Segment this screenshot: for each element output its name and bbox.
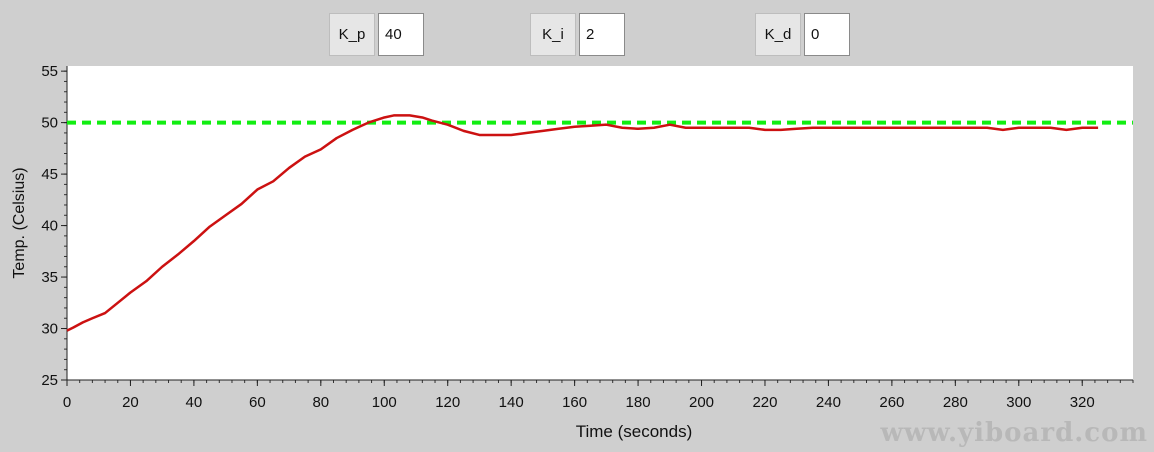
x-tick-label: 160 [562, 394, 587, 411]
y-tick-label: 35 [41, 269, 58, 286]
kd-control: K_d [755, 13, 850, 56]
x-tick-label: 240 [816, 394, 841, 411]
y-tick-label: 30 [41, 321, 58, 338]
x-tick-label: 140 [499, 394, 524, 411]
x-tick-label: 100 [372, 394, 397, 411]
ki-label: K_i [530, 13, 576, 56]
x-tick-label: 0 [63, 394, 71, 411]
kp-control: K_p [329, 13, 424, 56]
x-axis-label: Time (seconds) [576, 422, 693, 441]
x-tick-label: 40 [186, 394, 203, 411]
x-tick-label: 60 [249, 394, 266, 411]
temperature-line [66, 114, 1099, 332]
y-axis-label: Temp. (Celsius) [11, 167, 28, 278]
watermark: www.yiboard.com [880, 418, 1148, 448]
y-tick-label: 50 [41, 115, 58, 132]
y-tick-label: 40 [41, 218, 58, 235]
y-tick-label: 55 [41, 63, 58, 80]
ki-control: K_i [530, 13, 625, 56]
kd-label: K_d [755, 13, 801, 56]
x-tick-label: 320 [1070, 394, 1095, 411]
kp-input[interactable] [378, 13, 424, 56]
x-tick-label: 220 [752, 394, 777, 411]
ki-input[interactable] [579, 13, 625, 56]
x-tick-label: 200 [689, 394, 714, 411]
y-tick-label: 45 [41, 166, 58, 183]
plot-area [67, 66, 1133, 380]
x-tick-label: 300 [1006, 394, 1031, 411]
x-tick-label: 180 [626, 394, 651, 411]
kp-label: K_p [329, 13, 375, 56]
kd-input[interactable] [804, 13, 850, 56]
x-tick-label: 20 [122, 394, 139, 411]
x-tick-label: 260 [879, 394, 904, 411]
x-tick-label: 80 [312, 394, 329, 411]
y-tick-label: 25 [41, 372, 58, 389]
x-tick-label: 280 [943, 394, 968, 411]
x-tick-label: 120 [435, 394, 460, 411]
